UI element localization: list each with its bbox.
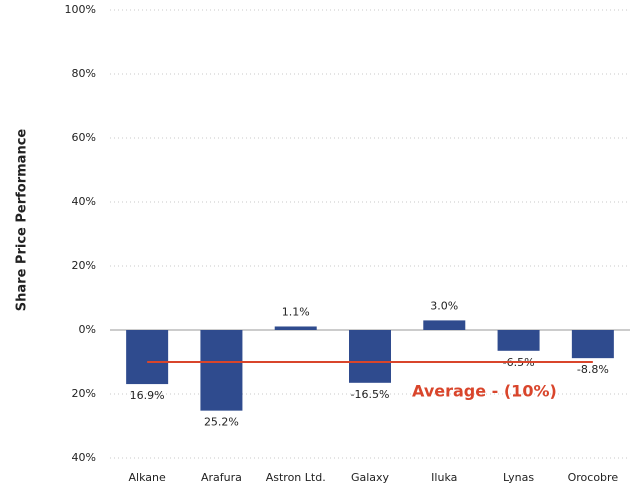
bar [571,330,614,359]
value-label: 3.0% [430,299,458,312]
y-tick-label: 0% [79,323,96,336]
y-tick-label: 40% [72,195,96,208]
bar [423,320,466,330]
bar [349,330,391,383]
value-label: 16.9% [130,389,165,402]
x-tick-label: Lynas [503,471,534,484]
y-axis-label: Share Price Performance [15,129,30,312]
value-label: 25.2% [204,416,239,429]
x-tick-label: Iluka [431,471,457,484]
y-tick-label: 40% [72,451,96,464]
bar [274,326,317,330]
average-label: Average - (10%) [412,382,557,401]
y-tick-label: 20% [72,387,96,400]
value-label: -16.5% [351,388,390,401]
x-tick-label: Arafura [201,471,242,484]
y-tick-label: 20% [72,259,96,272]
y-tick-label: 80% [72,67,96,80]
value-label: 1.1% [282,305,310,318]
bar [200,330,243,411]
x-tick-label: Orocobre [568,471,619,484]
y-tick-label: 100% [65,3,96,16]
x-tick-label: Astron Ltd. [266,471,326,484]
bar [497,330,540,351]
bar [126,330,169,385]
value-label: -8.8% [577,363,609,376]
x-tick-label: Alkane [129,471,166,484]
x-tick-label: Galaxy [351,471,390,484]
y-tick-label: 60% [72,131,96,144]
